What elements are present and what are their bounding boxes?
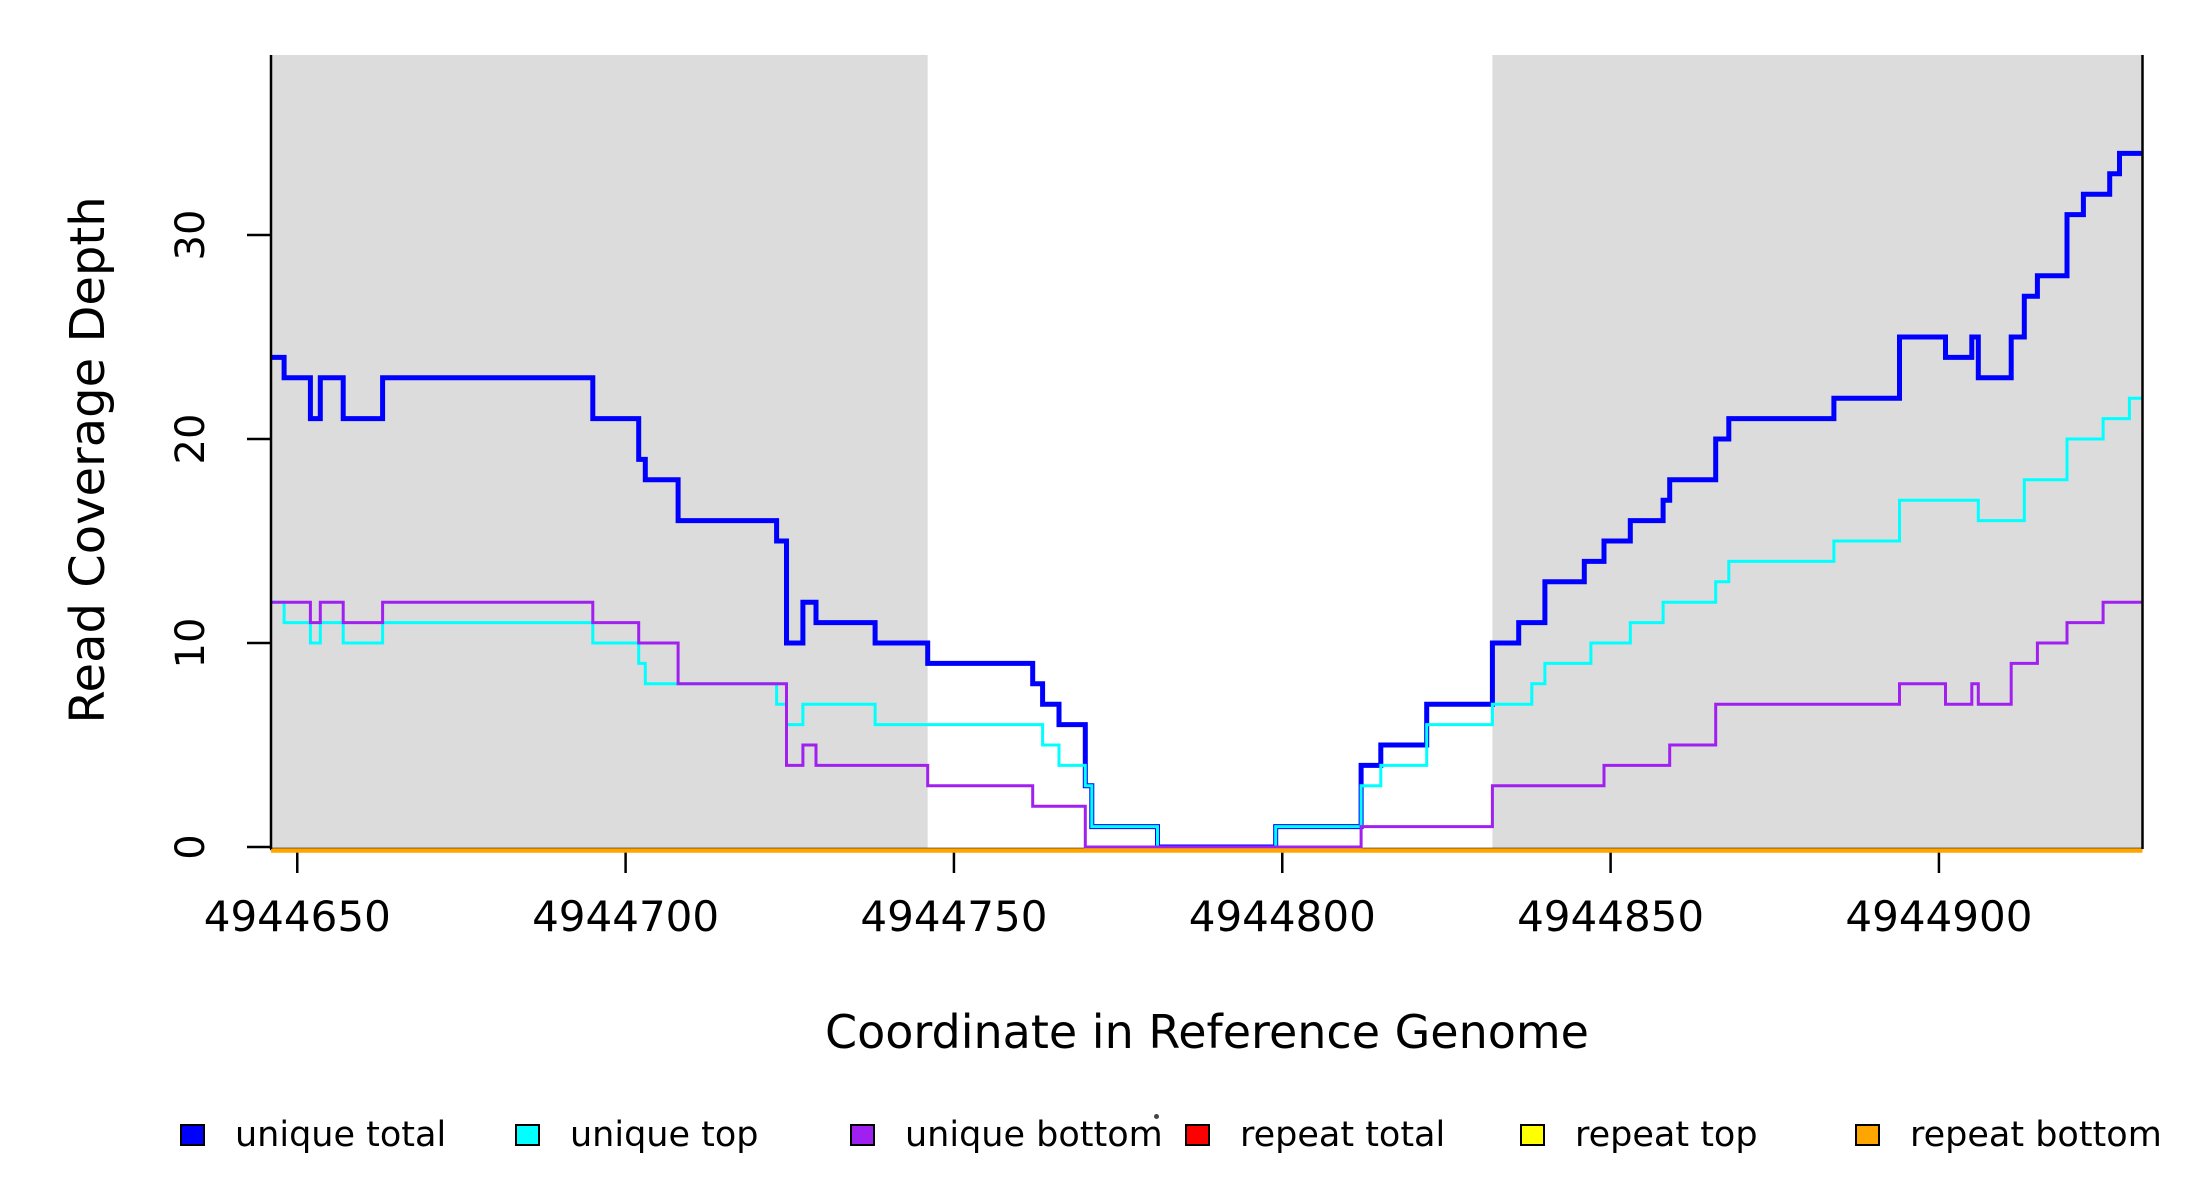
stray-dot: [1154, 1114, 1159, 1119]
legend-label: repeat top: [1575, 1115, 1758, 1155]
legend-item-unique-top: unique top: [515, 1115, 759, 1155]
legend-item-repeat-total: repeat total: [1185, 1115, 1446, 1155]
legend-label: unique bottom: [905, 1115, 1163, 1155]
legend-label: repeat bottom: [1910, 1115, 2162, 1155]
series-unique-bottom: [271, 600, 2143, 849]
legend-item-repeat-top: repeat top: [1520, 1115, 1758, 1155]
repeat-bottom-swatch-icon: [1855, 1124, 1880, 1146]
legend-label: unique total: [235, 1115, 447, 1155]
legend-item-unique-total: unique total: [180, 1115, 447, 1155]
legend-label: repeat total: [1240, 1115, 1446, 1155]
y-tick-label: 0: [168, 834, 214, 859]
legend-item-unique-bottom: unique bottom: [850, 1115, 1163, 1155]
unique-total-swatch-icon: [180, 1124, 205, 1146]
x-tick-label: 4944650: [204, 892, 391, 941]
repeat-total-swatch-icon: [1185, 1124, 1210, 1146]
x-tick-label: 4944700: [532, 892, 719, 941]
y-tick-label: 20: [168, 414, 214, 465]
y-tick-label: 30: [168, 210, 214, 261]
unique-bottom-swatch-icon: [850, 1124, 875, 1146]
series-unique-total: [271, 150, 2143, 850]
series-unique-top: [271, 396, 2143, 849]
y-axis-title: Read Coverage Depth: [60, 196, 116, 724]
shaded-region: [271, 55, 928, 849]
shaded-region: [1492, 55, 2143, 849]
x-tick-label: 4944900: [1845, 892, 2032, 941]
unique-top-swatch-icon: [515, 1124, 540, 1146]
legend-label: unique top: [570, 1115, 759, 1155]
x-tick-label: 4944750: [860, 892, 1047, 941]
x-axis-title: Coordinate in Reference Genome: [825, 1005, 1589, 1059]
y-tick-label: 10: [168, 618, 214, 669]
x-tick-label: 4944850: [1517, 892, 1704, 941]
repeat-top-swatch-icon: [1520, 1124, 1545, 1146]
x-tick-label: 4944800: [1189, 892, 1376, 941]
legend-item-repeat-bottom: repeat bottom: [1855, 1115, 2162, 1155]
